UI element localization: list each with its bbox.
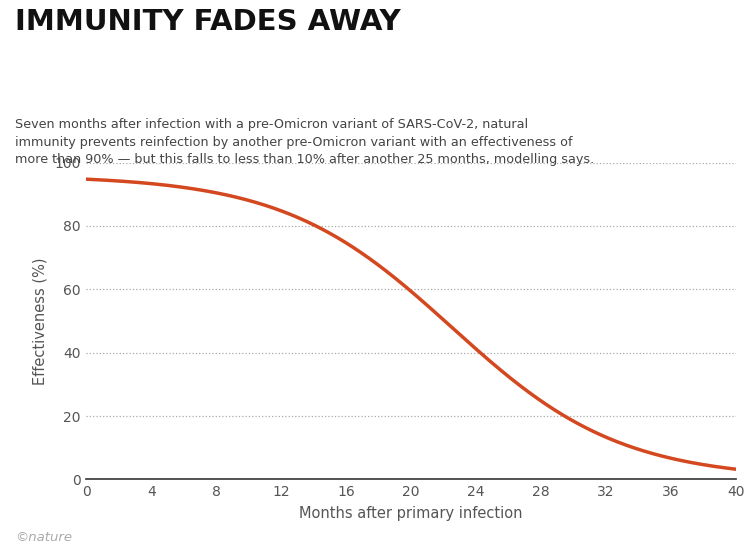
X-axis label: Months after primary infection: Months after primary infection xyxy=(300,506,523,521)
Text: IMMUNITY FADES AWAY: IMMUNITY FADES AWAY xyxy=(15,8,400,36)
Y-axis label: Effectiveness (%): Effectiveness (%) xyxy=(32,257,47,385)
Text: Seven months after infection with a pre-Omicron variant of SARS-CoV-2, natural
i: Seven months after infection with a pre-… xyxy=(15,118,594,166)
Text: ©nature: ©nature xyxy=(15,531,72,544)
